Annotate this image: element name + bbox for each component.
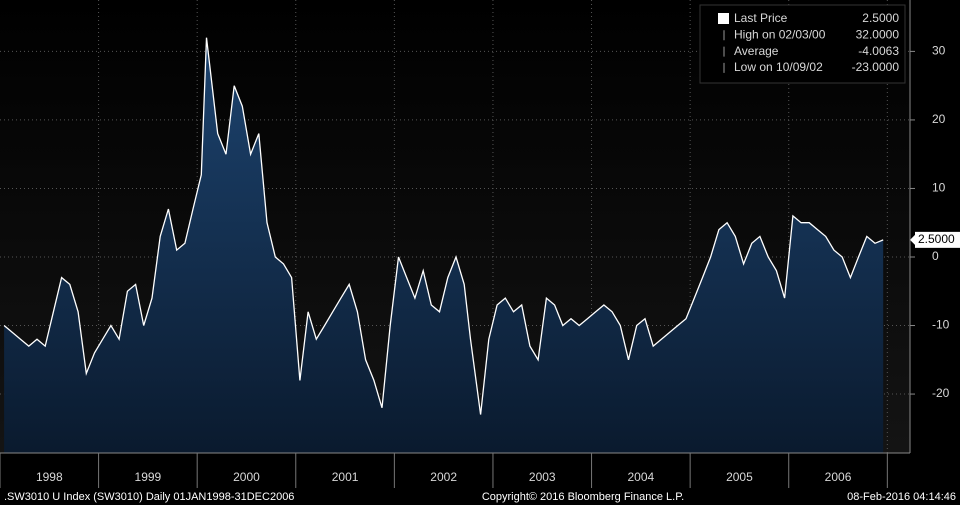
y-tick-label: 0 — [932, 249, 939, 263]
area-fill — [4, 37, 884, 453]
x-tick-label: 2005 — [726, 470, 753, 484]
copyright: Copyright© 2016 Bloomberg Finance L.P. — [482, 491, 684, 503]
x-tick-label: 2001 — [332, 470, 359, 484]
x-tick-label: 2000 — [233, 470, 260, 484]
last-price-pointer — [910, 234, 915, 245]
timestamp: 08-Feb-2016 04:14:46 — [847, 491, 956, 503]
legend-value: -23.0000 — [852, 60, 900, 74]
y-tick-label: -10 — [932, 318, 950, 332]
legend-box — [699, 4, 906, 84]
y-tick-label: 10 — [932, 181, 946, 195]
legend-swatch — [718, 13, 729, 24]
legend-label: Last Price — [734, 11, 788, 25]
x-tick-label: 2006 — [825, 470, 852, 484]
x-tick-label: 1999 — [135, 470, 162, 484]
x-tick-label: 2002 — [430, 470, 457, 484]
x-tick-label: 2004 — [627, 470, 654, 484]
x-axis-band — [0, 453, 960, 488]
price-line — [3, 37, 884, 415]
legend-value: -4.0063 — [858, 44, 899, 58]
legend-value: 32.0000 — [856, 27, 900, 41]
y-tick-label: -20 — [932, 386, 950, 400]
last-price-label: 2.5000 — [918, 232, 955, 246]
legend-label: Average — [734, 44, 779, 58]
legend-value: 2.5000 — [862, 11, 899, 25]
x-tick-label: 1998 — [36, 470, 63, 484]
last-price-tag — [915, 231, 960, 248]
footer-left: .SW3010 U Index (SW3010) Daily 01JAN1998… — [4, 491, 294, 503]
legend-label: Low on 10/09/02 — [734, 60, 823, 74]
y-tick-label: 20 — [932, 112, 946, 126]
legend-label: High on 02/03/00 — [734, 27, 826, 41]
y-tick-label: 30 — [932, 44, 946, 58]
x-tick-label: 2003 — [529, 470, 556, 484]
